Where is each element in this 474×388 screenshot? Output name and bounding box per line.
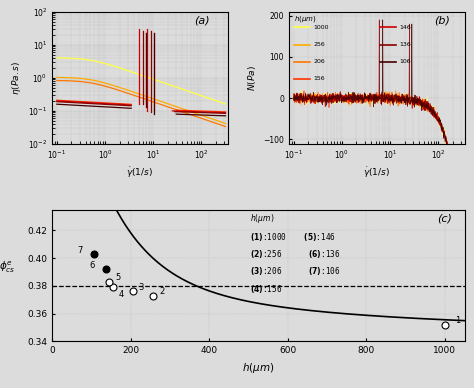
Text: 2: 2 — [160, 287, 165, 296]
Text: 6: 6 — [89, 261, 94, 270]
Text: 1000: 1000 — [314, 25, 329, 30]
Text: 136: 136 — [400, 42, 411, 47]
Text: $h(\mu m)$: $h(\mu m)$ — [294, 14, 317, 24]
Text: 1: 1 — [455, 316, 460, 326]
Y-axis label: $N(Pa)$: $N(Pa)$ — [246, 65, 258, 90]
Text: 106: 106 — [400, 59, 411, 64]
Y-axis label: $\phi^e_{cs}$: $\phi^e_{cs}$ — [0, 260, 16, 275]
X-axis label: $\dot{\gamma}(1/s)$: $\dot{\gamma}(1/s)$ — [363, 166, 390, 180]
Y-axis label: $\eta(Pa.s)$: $\eta(Pa.s)$ — [9, 61, 23, 95]
Text: (c): (c) — [438, 213, 452, 223]
Text: 146: 146 — [400, 25, 411, 30]
Text: 7: 7 — [77, 246, 82, 255]
X-axis label: $h(\mu m)$: $h(\mu m)$ — [242, 361, 274, 375]
Text: (b): (b) — [435, 16, 450, 26]
Text: (a): (a) — [194, 16, 210, 26]
Text: 3: 3 — [138, 283, 144, 292]
Text: 5: 5 — [115, 273, 120, 282]
Text: $h(\mu m)$
$\mathbf{(1)}$:1000    $\mathbf{(5)}$:146
$\mathbf{(2)}$:256      $\m: $h(\mu m)$ $\mathbf{(1)}$:1000 $\mathbf{… — [250, 212, 340, 295]
Text: 4: 4 — [119, 290, 124, 299]
Text: 206: 206 — [314, 59, 325, 64]
Text: 156: 156 — [314, 76, 325, 81]
X-axis label: $\dot{\gamma}(1/s)$: $\dot{\gamma}(1/s)$ — [127, 166, 154, 180]
Text: 256: 256 — [314, 42, 325, 47]
